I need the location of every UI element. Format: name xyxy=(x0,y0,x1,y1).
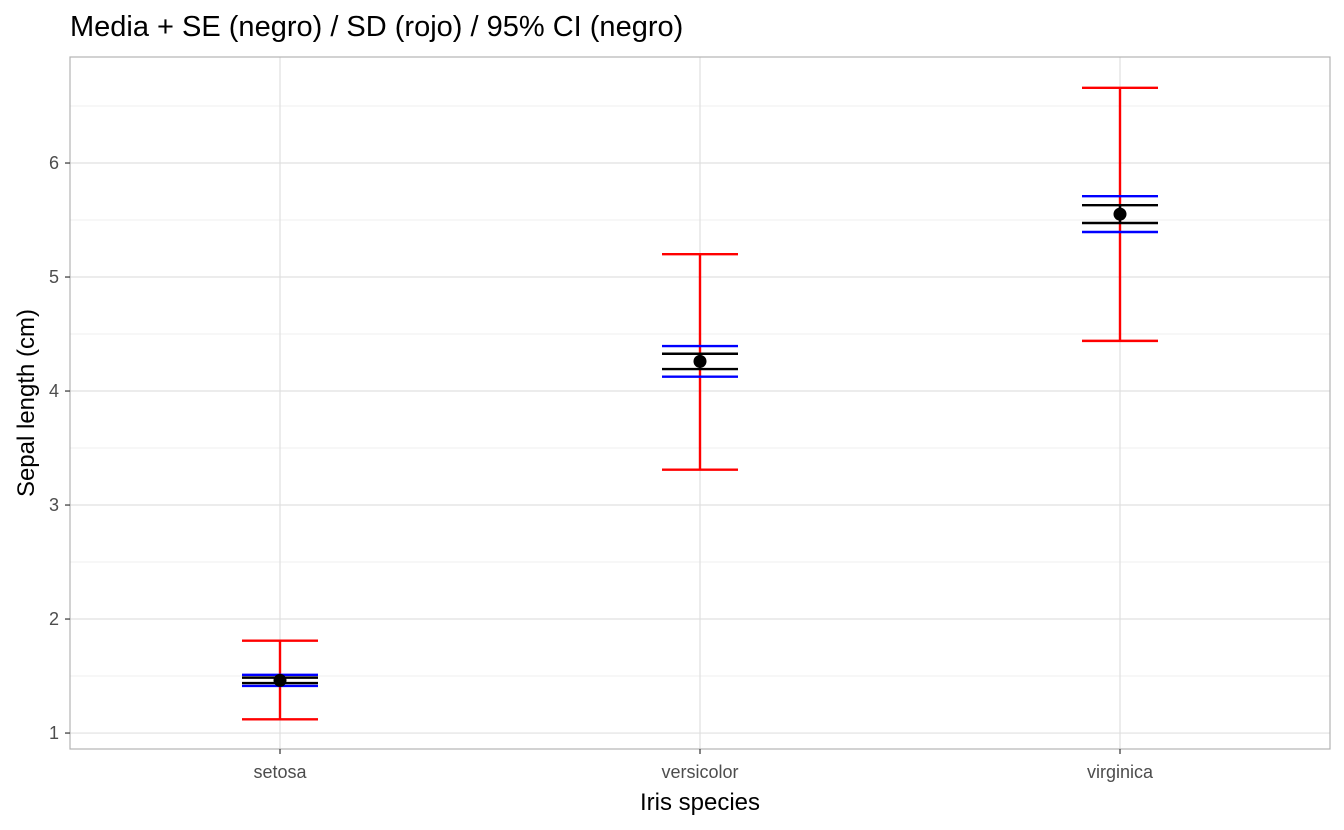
y-tick-label: 4 xyxy=(49,381,59,401)
chart-title: Media + SE (negro) / SD (rojo) / 95% CI … xyxy=(70,11,683,43)
mean-point-versicolor xyxy=(693,354,707,368)
mean-point-virginica xyxy=(1113,207,1127,221)
y-tick-label: 6 xyxy=(49,153,59,173)
y-axis-title: Sepal length (cm) xyxy=(13,309,40,497)
y-tick-label: 2 xyxy=(49,609,59,629)
y-tick-label: 3 xyxy=(49,495,59,515)
y-tick-label: 1 xyxy=(49,723,59,743)
x-axis-title: Iris species xyxy=(640,789,760,816)
x-tick-label-virginica: virginica xyxy=(1087,762,1154,782)
ci95-errorbar-versicolor xyxy=(662,344,738,378)
error-bars xyxy=(242,86,1158,721)
mean-point-setosa xyxy=(273,673,287,687)
axis-ticks: 1 2 3 4 5 6 setosa versicolor virginica xyxy=(49,153,1154,782)
ci95-errorbar-virginica xyxy=(1082,194,1158,234)
x-tick-label-versicolor: versicolor xyxy=(661,762,738,782)
x-tick-label-setosa: setosa xyxy=(253,762,307,782)
y-tick-label: 5 xyxy=(49,267,59,287)
